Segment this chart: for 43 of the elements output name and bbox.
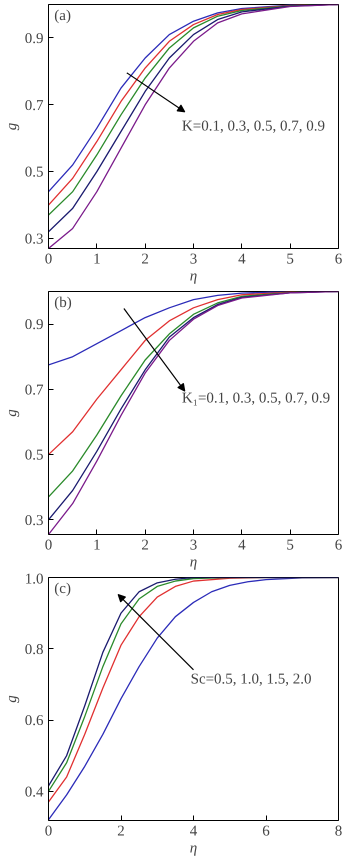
y-tick-label: 0.4 bbox=[24, 784, 44, 800]
x-tick-label: 4 bbox=[238, 252, 246, 268]
x-tick-label: 6 bbox=[334, 538, 343, 554]
x-tick-label: 2 bbox=[117, 824, 125, 840]
x-tick-label: 2 bbox=[141, 538, 149, 554]
x-tick-label: 2 bbox=[141, 252, 149, 268]
x-tick-label: 0 bbox=[44, 252, 52, 268]
x-tick-label: 5 bbox=[286, 538, 294, 554]
x-tick-label: 8 bbox=[334, 824, 342, 840]
y-axis-title: g bbox=[4, 408, 20, 417]
x-axis-title: η bbox=[190, 840, 198, 856]
y-tick-label: 0.6 bbox=[24, 713, 44, 730]
y-tick-label: 1.0 bbox=[24, 572, 44, 588]
annotation: Sc=0.5, 1.0, 1.5, 2.0 bbox=[190, 672, 312, 688]
x-tick-label: 0 bbox=[44, 824, 52, 840]
annotation: (c) bbox=[54, 581, 71, 598]
y-axis-title: g bbox=[4, 694, 20, 703]
x-tick-label: 1 bbox=[93, 538, 101, 554]
x-tick-label: 0 bbox=[44, 538, 52, 554]
x-tick-label: 3 bbox=[190, 538, 198, 554]
y-tick-label: 0.7 bbox=[24, 382, 44, 398]
y-tick-label: 0.3 bbox=[24, 512, 44, 529]
x-tick-label: 4 bbox=[238, 538, 246, 554]
annotation: (b) bbox=[54, 295, 72, 312]
annotation: K=0.1, 0.3, 0.5, 0.7, 0.9 bbox=[182, 118, 325, 134]
x-axis-title: η bbox=[190, 268, 198, 284]
y-tick-label: 0.5 bbox=[24, 164, 44, 181]
y-tick-label: 0.7 bbox=[24, 98, 44, 114]
annotation: K₁=0.1, 0.3, 0.5, 0.7, 0.9 bbox=[182, 390, 330, 406]
x-tick-label: 3 bbox=[190, 252, 198, 268]
y-tick-label: 0.8 bbox=[24, 642, 44, 658]
x-tick-label: 1 bbox=[93, 252, 101, 268]
x-tick-label: 6 bbox=[334, 252, 343, 268]
x-tick-label: 5 bbox=[286, 252, 294, 268]
annotation: (a) bbox=[54, 8, 71, 24]
x-axis-title: η bbox=[190, 554, 198, 570]
y-tick-label: 0.5 bbox=[24, 448, 44, 464]
y-tick-label: 0.9 bbox=[24, 317, 44, 334]
y-axis-title: g bbox=[4, 122, 20, 130]
y-tick-label: 0.3 bbox=[24, 231, 44, 248]
x-tick-label: 6 bbox=[262, 824, 270, 840]
y-tick-label: 0.9 bbox=[24, 30, 44, 47]
x-tick-label: 4 bbox=[190, 824, 198, 840]
